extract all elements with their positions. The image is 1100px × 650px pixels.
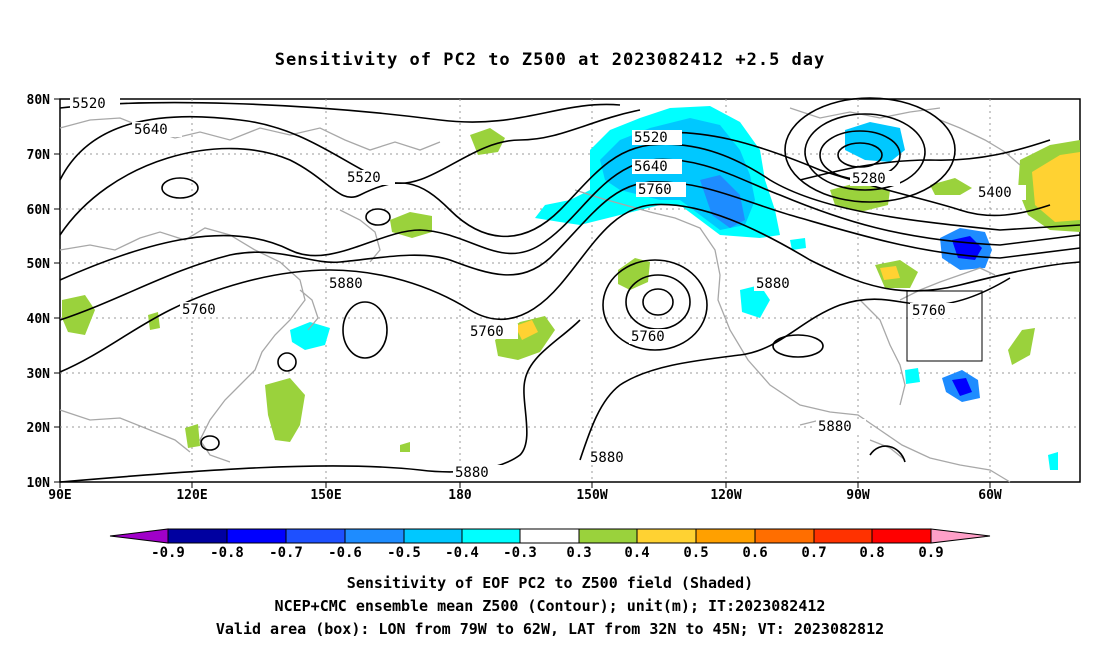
contour-label: 5880	[455, 465, 489, 481]
colorbar-label: -0.6	[328, 545, 362, 561]
shade-negative-hudson	[845, 122, 905, 162]
contour-label: 5760	[638, 182, 672, 198]
valid-area-box	[906, 290, 983, 362]
colorbar-end-right	[930, 528, 991, 544]
contour-labels: 5520 5640 5520 5520 5640 5760 5280 5400 …	[70, 96, 1026, 481]
shade-positive-small-b	[400, 442, 410, 452]
shade-positive-alaska-low	[618, 258, 650, 290]
lat-label: 30N	[27, 367, 51, 382]
lon-label: 120E	[176, 488, 207, 503]
colorbar-label: 0.3	[566, 545, 591, 561]
colorbar-swatch	[754, 528, 815, 544]
shade-negative-small2	[905, 368, 920, 384]
colorbar-label: 0.8	[859, 545, 884, 561]
colorbar	[109, 528, 991, 544]
shade-positive-kamchatka	[390, 212, 432, 238]
contour-label: 5880	[329, 276, 363, 292]
colorbar-label: 0.4	[624, 545, 649, 561]
lon-axis: 90E 120E 150E 180 150W 120W 90W 60W	[48, 488, 1002, 503]
contour-label: 5640	[134, 122, 168, 138]
contour-label: 5880	[818, 419, 852, 435]
colorbar-swatch	[519, 528, 580, 544]
lon-label: 180	[448, 488, 472, 503]
caption-valid-area: Valid area (box): LON from 79W to 62W, L…	[215, 620, 885, 638]
colorbar-swatch	[578, 528, 638, 544]
colorbar-swatch	[461, 528, 521, 544]
grid-lines	[60, 99, 1080, 482]
lon-label: 120W	[710, 488, 741, 503]
lon-label: 60W	[978, 488, 1002, 503]
contour-label: 5520	[634, 130, 668, 146]
colorbar-swatch	[403, 528, 463, 544]
contour-label: 5880	[590, 450, 624, 466]
lat-label: 70N	[27, 148, 51, 163]
colorbar-label: 0.6	[742, 545, 767, 561]
colorbar-label: -0.3	[503, 545, 537, 561]
colorbar-label: 0.7	[801, 545, 826, 561]
shade-positive-greenland-core	[1032, 152, 1080, 222]
lon-label: 90E	[48, 488, 71, 503]
contour-label: 5280	[852, 171, 886, 187]
contour-label: 5760	[182, 302, 216, 318]
colorbar-label: 0.9	[918, 545, 943, 561]
colorbar-label: 0.5	[683, 545, 708, 561]
shade-negative-atlantic-core	[952, 378, 972, 396]
z500-contours	[59, 97, 1081, 483]
colorbar-swatch	[871, 528, 932, 544]
contour-label: 5880	[756, 276, 790, 292]
colorbar-label: -0.4	[445, 545, 479, 561]
shade-negative-west-us	[740, 285, 770, 318]
shade-positive-labrador	[930, 178, 972, 195]
lat-axis: 80N 70N 60N 50N 40N 30N 20N 10N	[27, 93, 51, 491]
shade-positive-japan-sea	[265, 378, 305, 442]
colorbar-swatch	[813, 528, 873, 544]
caption-contour: NCEP+CMC ensemble mean Z500 (Contour); u…	[274, 597, 826, 615]
lat-label: 20N	[27, 421, 51, 436]
contour-label: 5640	[634, 159, 668, 175]
shade-positive-central-pacific-core	[515, 320, 538, 340]
colorbar-end-left	[109, 528, 169, 544]
lon-label: 150E	[310, 488, 341, 503]
colorbar-swatch	[226, 528, 287, 544]
plot-title: Sensitivity of PC2 to Z500 at 2023082412…	[274, 50, 826, 70]
colorbar-label: -0.7	[269, 545, 303, 561]
colorbar-swatch	[167, 528, 228, 544]
shade-negative-small3	[1048, 452, 1058, 470]
colorbar-label: -0.5	[387, 545, 421, 561]
colorbar-label: -0.8	[210, 545, 244, 561]
contour-label: 5520	[72, 96, 106, 112]
colorbar-swatch	[695, 528, 756, 544]
caption-shading: Sensitivity of EOF PC2 to Z500 field (Sh…	[346, 574, 754, 592]
shade-positive-great-lakes-core	[880, 266, 900, 280]
contour-label: 5760	[470, 324, 504, 340]
shade-positive-india	[62, 295, 95, 335]
lon-label: 90W	[846, 488, 870, 503]
contour-label: 5520	[347, 170, 381, 186]
shade-positive-kuril	[470, 128, 505, 155]
colorbar-swatch	[636, 528, 697, 544]
lon-label: 150W	[576, 488, 607, 503]
lat-label: 40N	[27, 312, 51, 327]
lat-label: 50N	[27, 257, 51, 272]
shade-negative-alaska-inner	[700, 175, 745, 228]
colorbar-labels: -0.9 -0.8 -0.7 -0.6 -0.5 -0.4 -0.3 0.3 0…	[151, 545, 944, 561]
colorbar-label: -0.9	[151, 545, 185, 561]
shade-positive-atlantic	[1008, 328, 1035, 365]
colorbar-swatch	[285, 528, 346, 544]
shade-negative-pacific-west	[290, 322, 330, 350]
shade-negative-small1	[790, 238, 806, 250]
lat-label: 80N	[27, 93, 51, 108]
lat-label: 10N	[27, 476, 51, 491]
contour-label: 5760	[912, 303, 946, 319]
shade-positive-philippines	[185, 424, 200, 448]
lat-label: 60N	[27, 203, 51, 218]
contour-label: 5760	[631, 329, 665, 345]
contour-label: 5400	[978, 185, 1012, 201]
colorbar-swatch	[344, 528, 405, 544]
